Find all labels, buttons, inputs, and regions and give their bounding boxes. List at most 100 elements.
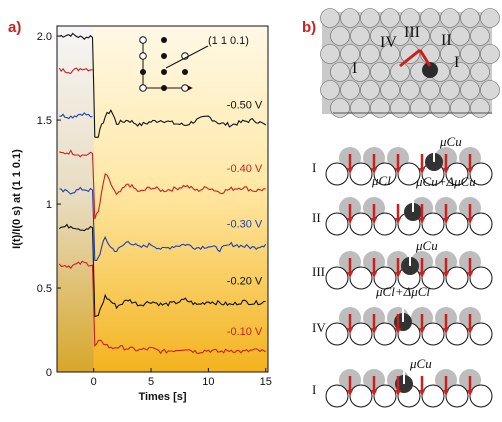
inset-point <box>161 37 167 43</box>
dipole-arrowhead <box>467 390 473 396</box>
dipole-arrowhead <box>371 272 377 278</box>
inset-point <box>161 69 167 75</box>
lattice-label: I <box>454 54 459 71</box>
dipole-arrowhead <box>467 168 473 174</box>
cu-atom <box>422 62 438 78</box>
lattice-atom <box>360 44 380 64</box>
lattice-atom <box>430 98 450 118</box>
substrate-atom <box>325 266 349 290</box>
x-axis-label: Times [s] <box>138 391 186 403</box>
lattice-atom <box>470 26 490 46</box>
lattice-atom <box>380 80 400 100</box>
potential-annotation: μCu <box>409 356 432 371</box>
dipole-arrowhead <box>395 168 401 174</box>
trace-label: -0.40 V <box>227 163 263 175</box>
x-tick-label: 0 <box>91 376 97 388</box>
lattice-atom <box>390 62 410 82</box>
inset-pointer-line <box>165 45 209 69</box>
substrate-atom <box>469 212 493 236</box>
lattice-atom <box>470 62 490 82</box>
substrate-atom <box>373 384 397 408</box>
inset-point <box>161 85 167 91</box>
dipole-arrowhead <box>419 218 425 224</box>
inset-label: (1 1 0.1) <box>208 35 249 47</box>
lattice-label: III <box>404 24 420 41</box>
dipole-arrowhead <box>419 390 425 396</box>
trace-line <box>59 149 266 220</box>
lattice-label: I <box>352 60 357 77</box>
lattice-atom <box>340 44 360 64</box>
trace-label: -0.50 V <box>227 99 263 111</box>
substrate-atom <box>349 162 373 186</box>
trace-label: -0.30 V <box>227 219 263 231</box>
lattice-atom <box>420 8 440 28</box>
dipole-arrowhead <box>395 328 401 334</box>
lattice-atom <box>370 62 390 82</box>
dipole-arrowhead <box>443 272 449 278</box>
lattice-label: IV <box>380 34 397 51</box>
lattice-atom <box>470 98 490 118</box>
lattice-atom <box>320 8 340 28</box>
dipole-arrowhead <box>395 390 401 396</box>
inset-point <box>182 69 188 75</box>
lattice-atom <box>370 26 390 46</box>
dipole-arrowhead <box>467 328 473 334</box>
dipole-arrowhead <box>443 168 449 174</box>
traces <box>58 32 267 355</box>
row-roman-label: I <box>312 160 316 175</box>
dipole-arrowhead <box>395 218 401 224</box>
lattice-atom <box>480 8 500 28</box>
lattice-atom <box>340 80 360 100</box>
dipole-arrowhead <box>371 168 377 174</box>
lattice-atom <box>410 98 430 118</box>
potential-annotation: μCu <box>415 238 438 253</box>
row-roman-label: III <box>312 264 325 279</box>
y-axis-label: I(t)/I(0 s) at (1 1 0.1) <box>11 149 23 249</box>
lattice-atom <box>390 26 410 46</box>
dipole-arrowhead <box>419 328 425 334</box>
substrate-atom <box>349 212 373 236</box>
axis-ticks: 0 5 10 15 0 0.5 1 1.5 2.0 <box>37 31 272 388</box>
lattice-atom <box>330 98 350 118</box>
trace-line <box>59 32 267 138</box>
lattice-atom <box>440 80 460 100</box>
trace-line <box>58 223 266 318</box>
inset-point <box>161 53 167 59</box>
dipole-arrowhead <box>443 218 449 224</box>
dipole-arrowhead <box>371 218 377 224</box>
substrate-atom <box>325 322 349 346</box>
lattice-atom <box>450 98 470 118</box>
trace-line <box>59 186 267 261</box>
diffusion-arrow <box>418 49 432 67</box>
lattice-atom <box>360 8 380 28</box>
inset-point <box>181 84 189 92</box>
y-tick-label: 1 <box>46 199 52 211</box>
potential-annotation: μCl+ΔμCl <box>375 284 430 299</box>
lattice-atom <box>360 80 380 100</box>
trace-line <box>59 112 93 120</box>
substrate-atom <box>325 384 349 408</box>
dipole-arrowhead <box>419 272 425 278</box>
lattice-atom <box>330 62 350 82</box>
substrate-atom <box>421 322 445 346</box>
dipole-arrowhead <box>419 168 425 174</box>
lattice-atom <box>460 80 480 100</box>
lattice-atom <box>400 44 420 64</box>
lattice-atom <box>390 98 410 118</box>
dipole-arrowhead <box>443 328 449 334</box>
potential-annotation: μCu <box>439 134 462 149</box>
lattice-atom <box>350 62 370 82</box>
lattice-atom <box>480 80 500 100</box>
x-tick-label: 5 <box>148 376 154 388</box>
dipole-arrowhead <box>347 168 353 174</box>
y-tick-label: 0.5 <box>37 283 52 295</box>
lattice-atom <box>370 98 390 118</box>
plot-frame <box>56 25 269 373</box>
lattice-atom <box>440 44 460 64</box>
lattice-atom <box>450 26 470 46</box>
schematic-row: II μCu+ΔμCu <box>312 174 493 236</box>
